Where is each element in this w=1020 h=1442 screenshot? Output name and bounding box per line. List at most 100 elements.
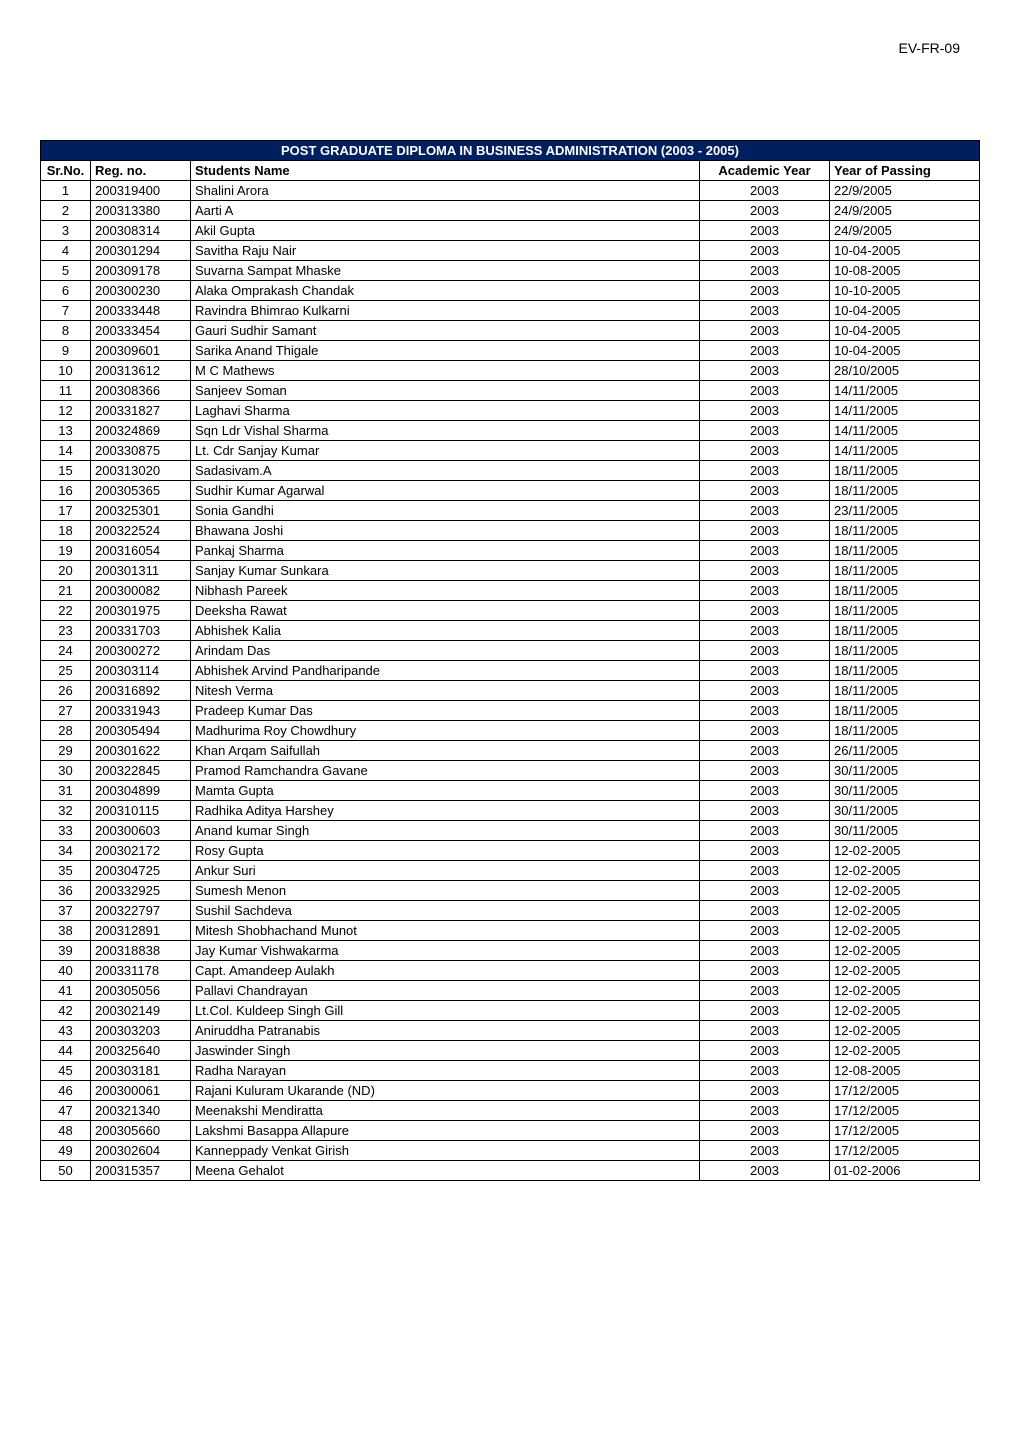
table-row: 14200330875Lt. Cdr Sanjay Kumar200314/11… (41, 441, 980, 461)
cell-name: Lakshmi Basappa Allapure (191, 1121, 700, 1141)
cell-srno: 42 (41, 1001, 91, 1021)
cell-passing: 12-02-2005 (830, 881, 980, 901)
cell-passing: 30/11/2005 (830, 821, 980, 841)
cell-srno: 47 (41, 1101, 91, 1121)
table-row: 47200321340Meenakshi Mendiratta200317/12… (41, 1101, 980, 1121)
cell-passing: 10-04-2005 (830, 341, 980, 361)
cell-srno: 49 (41, 1141, 91, 1161)
cell-passing: 18/11/2005 (830, 461, 980, 481)
cell-year: 2003 (700, 861, 830, 881)
table-title: POST GRADUATE DIPLOMA IN BUSINESS ADMINI… (41, 141, 980, 161)
cell-name: Madhurima Roy Chowdhury (191, 721, 700, 741)
cell-year: 2003 (700, 321, 830, 341)
table-row: 37200322797Sushil Sachdeva200312-02-2005 (41, 901, 980, 921)
column-header-regno: Reg. no. (91, 161, 191, 181)
table-row: 49200302604Kanneppady Venkat Girish20031… (41, 1141, 980, 1161)
cell-year: 2003 (700, 941, 830, 961)
table-row: 42200302149Lt.Col. Kuldeep Singh Gill200… (41, 1001, 980, 1021)
cell-year: 2003 (700, 441, 830, 461)
table-row: 23200331703Abhishek Kalia200318/11/2005 (41, 621, 980, 641)
table-row: 22200301975Deeksha Rawat200318/11/2005 (41, 601, 980, 621)
cell-name: Rosy Gupta (191, 841, 700, 861)
cell-srno: 30 (41, 761, 91, 781)
cell-year: 2003 (700, 661, 830, 681)
cell-regno: 200300603 (91, 821, 191, 841)
cell-name: Sqn Ldr Vishal Sharma (191, 421, 700, 441)
cell-year: 2003 (700, 621, 830, 641)
cell-passing: 14/11/2005 (830, 381, 980, 401)
cell-name: Sanjeev Soman (191, 381, 700, 401)
cell-srno: 36 (41, 881, 91, 901)
cell-srno: 12 (41, 401, 91, 421)
cell-srno: 32 (41, 801, 91, 821)
document-code: EV-FR-09 (899, 40, 960, 56)
cell-year: 2003 (700, 241, 830, 261)
cell-name: Savitha Raju Nair (191, 241, 700, 261)
cell-regno: 200303203 (91, 1021, 191, 1041)
table-row: 19200316054Pankaj Sharma200318/11/2005 (41, 541, 980, 561)
cell-passing: 10-04-2005 (830, 241, 980, 261)
cell-name: Bhawana Joshi (191, 521, 700, 541)
table-row: 43200303203Aniruddha Patranabis200312-02… (41, 1021, 980, 1041)
cell-name: Ravindra Bhimrao Kulkarni (191, 301, 700, 321)
cell-srno: 13 (41, 421, 91, 441)
cell-srno: 11 (41, 381, 91, 401)
cell-year: 2003 (700, 981, 830, 1001)
cell-passing: 18/11/2005 (830, 701, 980, 721)
cell-regno: 200325640 (91, 1041, 191, 1061)
cell-year: 2003 (700, 1021, 830, 1041)
cell-year: 2003 (700, 381, 830, 401)
cell-passing: 18/11/2005 (830, 561, 980, 581)
cell-srno: 22 (41, 601, 91, 621)
cell-year: 2003 (700, 681, 830, 701)
cell-regno: 200315357 (91, 1161, 191, 1181)
cell-regno: 200308366 (91, 381, 191, 401)
cell-regno: 200316054 (91, 541, 191, 561)
cell-regno: 200309178 (91, 261, 191, 281)
cell-year: 2003 (700, 1041, 830, 1061)
cell-regno: 200302149 (91, 1001, 191, 1021)
cell-name: Aniruddha Patranabis (191, 1021, 700, 1041)
table-row: 46200300061Rajani Kuluram Ukarande (ND)2… (41, 1081, 980, 1101)
cell-name: Mamta Gupta (191, 781, 700, 801)
cell-regno: 200300082 (91, 581, 191, 601)
cell-passing: 18/11/2005 (830, 521, 980, 541)
cell-name: Sumesh Menon (191, 881, 700, 901)
cell-regno: 200300230 (91, 281, 191, 301)
cell-passing: 30/11/2005 (830, 801, 980, 821)
cell-srno: 9 (41, 341, 91, 361)
cell-regno: 200318838 (91, 941, 191, 961)
cell-regno: 200301294 (91, 241, 191, 261)
column-header-passing: Year of Passing (830, 161, 980, 181)
cell-name: Nibhash Pareek (191, 581, 700, 601)
cell-year: 2003 (700, 1161, 830, 1181)
cell-srno: 16 (41, 481, 91, 501)
cell-regno: 200301311 (91, 561, 191, 581)
cell-regno: 200305056 (91, 981, 191, 1001)
cell-regno: 200302172 (91, 841, 191, 861)
table-row: 4200301294Savitha Raju Nair200310-04-200… (41, 241, 980, 261)
cell-name: M C Mathews (191, 361, 700, 381)
cell-name: Pradeep Kumar Das (191, 701, 700, 721)
cell-srno: 1 (41, 181, 91, 201)
table-row: 25200303114Abhishek Arvind Pandharipande… (41, 661, 980, 681)
cell-passing: 17/12/2005 (830, 1121, 980, 1141)
cell-regno: 200303181 (91, 1061, 191, 1081)
cell-year: 2003 (700, 761, 830, 781)
cell-passing: 12-02-2005 (830, 1041, 980, 1061)
cell-srno: 8 (41, 321, 91, 341)
cell-year: 2003 (700, 281, 830, 301)
cell-name: Sushil Sachdeva (191, 901, 700, 921)
cell-regno: 200304899 (91, 781, 191, 801)
cell-srno: 18 (41, 521, 91, 541)
cell-name: Jay Kumar Vishwakarma (191, 941, 700, 961)
cell-srno: 7 (41, 301, 91, 321)
table-row: 39200318838Jay Kumar Vishwakarma200312-0… (41, 941, 980, 961)
cell-regno: 200333448 (91, 301, 191, 321)
cell-passing: 14/11/2005 (830, 421, 980, 441)
cell-year: 2003 (700, 561, 830, 581)
cell-passing: 18/11/2005 (830, 601, 980, 621)
cell-passing: 10-08-2005 (830, 261, 980, 281)
cell-regno: 200301622 (91, 741, 191, 761)
cell-year: 2003 (700, 541, 830, 561)
